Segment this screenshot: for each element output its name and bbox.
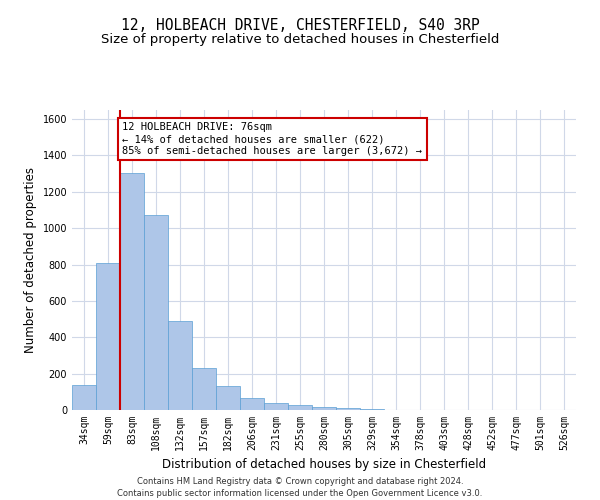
Bar [96,262,120,410]
Bar [72,384,96,410]
Bar [312,408,336,410]
Bar [120,172,144,410]
Bar [288,406,312,410]
Bar [360,409,384,410]
Bar [216,386,240,410]
Bar [144,214,168,410]
Y-axis label: Number of detached properties: Number of detached properties [24,167,37,353]
Text: 12 HOLBEACH DRIVE: 76sqm
← 14% of detached houses are smaller (622)
85% of semi-: 12 HOLBEACH DRIVE: 76sqm ← 14% of detach… [122,122,422,156]
Text: Size of property relative to detached houses in Chesterfield: Size of property relative to detached ho… [101,32,499,46]
Bar [168,321,192,410]
Bar [240,398,264,410]
Bar [264,403,288,410]
Text: Contains HM Land Registry data © Crown copyright and database right 2024.: Contains HM Land Registry data © Crown c… [137,478,463,486]
X-axis label: Distribution of detached houses by size in Chesterfield: Distribution of detached houses by size … [162,458,486,471]
Bar [336,408,360,410]
Text: 12, HOLBEACH DRIVE, CHESTERFIELD, S40 3RP: 12, HOLBEACH DRIVE, CHESTERFIELD, S40 3R… [121,18,479,32]
Bar [192,368,216,410]
Text: Contains public sector information licensed under the Open Government Licence v3: Contains public sector information licen… [118,489,482,498]
